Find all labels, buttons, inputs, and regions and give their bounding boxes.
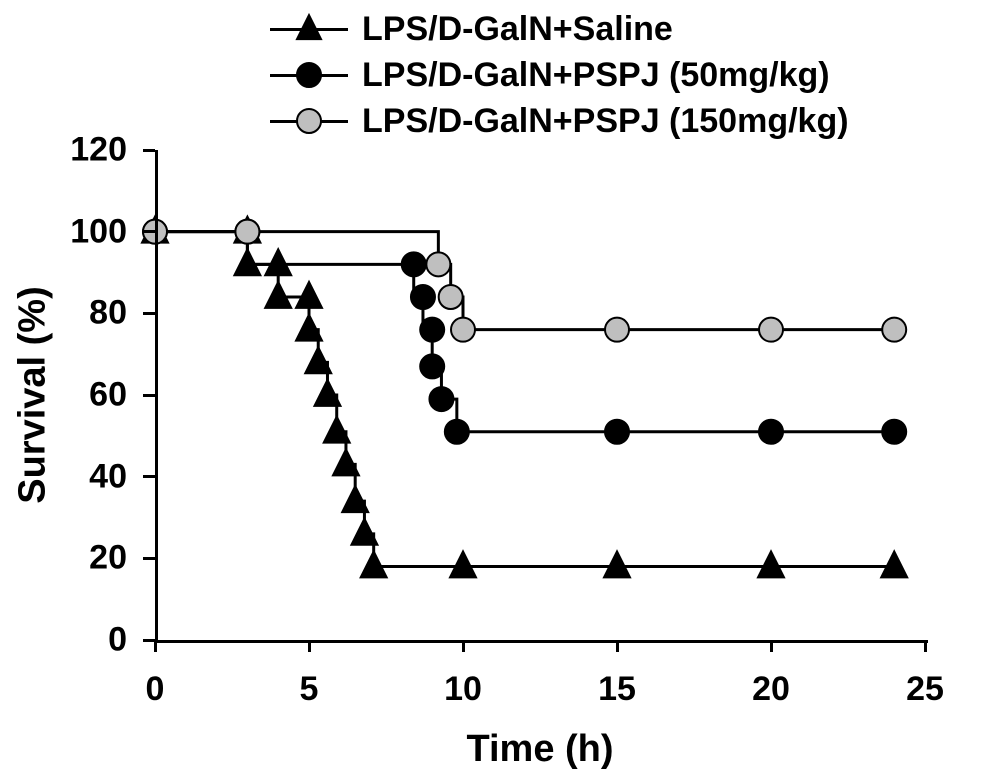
x-tick-label: 10	[444, 670, 482, 709]
y-tick	[143, 475, 155, 478]
series-2	[155, 150, 925, 640]
x-tick	[616, 640, 619, 652]
x-axis-line	[155, 640, 928, 643]
y-tick-label: 80	[89, 294, 127, 333]
circle-icon	[270, 52, 348, 98]
y-tick-label: 60	[89, 376, 127, 415]
x-tick-label: 20	[752, 670, 790, 709]
plot-area	[155, 150, 925, 640]
y-tick-label: 40	[89, 457, 127, 496]
y-tick-label: 0	[108, 621, 127, 660]
y-tick-label: 120	[70, 131, 127, 170]
circle-icon	[270, 98, 348, 144]
y-tick-label: 100	[70, 212, 127, 251]
y-tick	[143, 149, 155, 152]
chart-stage: LPS/D-GalN+Saline LPS/D-GalN+PSPJ (50mg/…	[0, 0, 1000, 749]
y-tick	[143, 230, 155, 233]
legend-label-2: LPS/D-GalN+PSPJ (150mg/kg)	[362, 102, 849, 141]
x-tick-label: 15	[598, 670, 636, 709]
triangle-icon	[270, 6, 348, 52]
x-tick	[770, 640, 773, 652]
x-axis-title: Time (h)	[466, 728, 613, 771]
legend-label-1: LPS/D-GalN+PSPJ (50mg/kg)	[362, 56, 830, 95]
y-tick-label: 20	[89, 539, 127, 578]
y-tick	[143, 557, 155, 560]
x-tick	[154, 640, 157, 652]
x-tick-label: 25	[906, 670, 944, 709]
y-tick	[143, 394, 155, 397]
y-axis-title: Survival (%)	[12, 286, 55, 504]
legend-label-0: LPS/D-GalN+Saline	[362, 10, 673, 49]
x-tick-label: 0	[146, 670, 165, 709]
y-axis-line	[155, 150, 158, 643]
x-tick	[462, 640, 465, 652]
x-tick-label: 5	[300, 670, 319, 709]
x-tick	[924, 640, 927, 652]
x-tick	[308, 640, 311, 652]
y-tick	[143, 312, 155, 315]
